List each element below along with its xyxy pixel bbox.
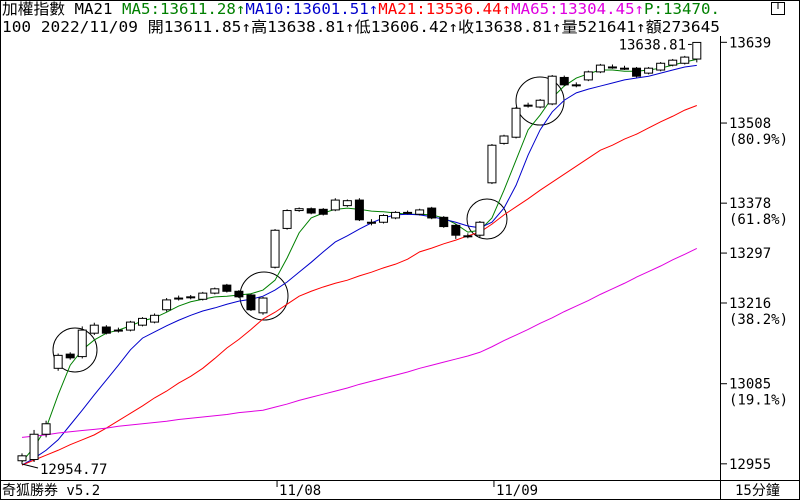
candle-body [174,297,184,300]
candle-body [53,354,63,369]
header-segment: MA65:13304.45↑ [511,0,644,18]
header-segment: 加權指數 MA21 [2,0,122,18]
candle-body [692,41,702,60]
header-line2: 100 2022/11/09 開13611.85↑高13638.81↑低1360… [2,18,720,36]
candle-body [342,200,352,207]
candle-body [535,99,545,108]
candle-body [632,67,642,77]
candle-body [571,84,581,87]
candle-body [451,224,461,236]
candle-body [547,75,557,105]
candle-body [150,314,160,323]
candle-body [620,67,629,70]
candle-body [258,297,268,314]
candle-body [282,210,292,229]
y-tick-label: 13378 [729,196,771,212]
low-label: 12954.77 [40,462,107,478]
candle-body [415,209,425,215]
candle-body [198,292,208,300]
candle-body [354,199,364,221]
candle-body [125,321,135,331]
candle-body [427,207,437,219]
candle-body [583,71,593,81]
ma-line [21,105,697,466]
candle-body [29,433,39,461]
x-tick-label: 11/08 [279,483,321,499]
candle-body [559,76,569,86]
candle-body [270,229,280,268]
header-segment: MA10:13601.51↑ [245,0,378,18]
candle-body [595,64,605,73]
candle-body [680,56,690,64]
candle-body [210,288,220,294]
window-icon[interactable] [771,2,785,15]
y-tick-label: 13639 [729,35,771,51]
low-leader [21,463,39,469]
ma-line [21,248,698,438]
candle-body [222,284,232,292]
candle-body [306,208,316,214]
candle-body [644,67,654,74]
y-tick-label: 13297 [729,246,771,262]
candle-body [475,221,485,236]
candle-body [186,296,196,299]
fib-label: (61.8%) [729,212,788,228]
candle-body [330,199,340,211]
candle-body [523,104,533,107]
highlight-circle [466,198,508,240]
header-segment: MA21:13536.44↑ [378,0,511,18]
candle-body [463,235,473,238]
candle-body [487,144,497,184]
candle-body [234,290,244,298]
candle-body [162,299,172,311]
y-tick-label: 13085 [729,377,771,393]
candle-body [113,329,123,332]
candle-body [439,216,449,228]
x-tick-label: 11/09 [496,483,538,499]
candle-body [17,455,27,462]
ma-line [21,64,697,466]
fib-label: (38.2%) [729,312,788,328]
y-tick-label: 13216 [729,296,771,312]
candle-body [607,66,617,69]
high-label: 13638.81 [619,37,686,53]
fib-label: (80.9%) [729,132,788,148]
candle-body [89,324,99,334]
period[interactable]: 15分鐘 [735,482,780,499]
candle-body [379,214,388,223]
candle-body [318,208,328,215]
candle-body [246,294,256,311]
header-line1: 加權指數 MA21 MA5:13611.28↑ MA10:13601.51↑ MA2… [2,0,720,18]
candle-body [499,135,509,144]
y-tick-label: 13508 [729,116,771,132]
fib-label: (19.1%) [729,393,788,409]
candle-body [294,208,304,212]
candle-body [366,221,376,224]
candle-body [65,353,75,359]
brand: 奇狐勝券 v5.2 [2,482,100,499]
candle-body [41,423,51,435]
highlight-circle [52,327,98,373]
candle-body [403,211,413,214]
header-segment: MA5:13611.28↑ [122,0,245,18]
candle-body [511,107,521,138]
candle-body [668,59,678,66]
candle-body [138,317,147,326]
candle-body [101,326,111,334]
candle-body [656,62,666,71]
circles [52,76,565,373]
y-tick-label: 12955 [729,457,771,473]
header-segment: P:13470. [644,0,720,18]
candle-body [391,211,401,219]
candle-body [77,329,87,358]
